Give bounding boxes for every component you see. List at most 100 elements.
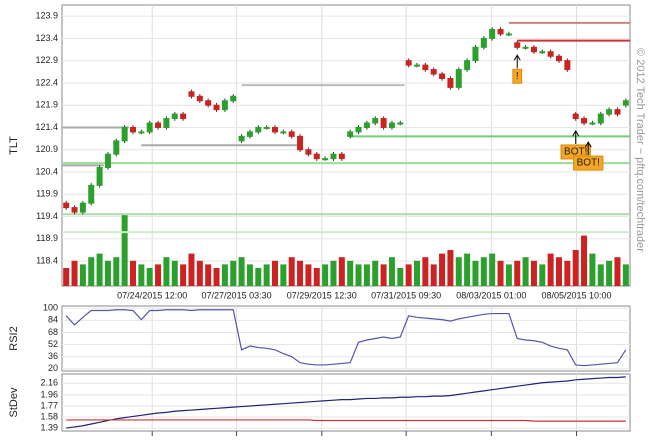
candle-body bbox=[230, 95, 237, 102]
x-tick-label: 07/29/2015 12:30 bbox=[287, 290, 357, 300]
candle-body bbox=[288, 131, 295, 137]
annotation-label: BOT! bbox=[564, 147, 587, 158]
candle-body bbox=[472, 46, 479, 62]
candle-body bbox=[71, 207, 78, 213]
candle-body bbox=[322, 158, 329, 161]
y-tick-label: 2.16 bbox=[40, 378, 58, 388]
candle-body bbox=[489, 28, 496, 39]
candle-body bbox=[221, 100, 228, 111]
volume-bar bbox=[96, 253, 103, 286]
candle-body bbox=[622, 100, 629, 106]
volume-bar bbox=[330, 260, 337, 286]
candle-body bbox=[556, 55, 562, 62]
candle-body bbox=[188, 91, 195, 97]
y-tick-label: 84 bbox=[48, 315, 58, 325]
volume-bar bbox=[372, 260, 379, 286]
volume-bar bbox=[213, 268, 220, 286]
y-tick-label: 123.4 bbox=[35, 33, 58, 43]
annotation-box bbox=[573, 155, 604, 171]
volume-bar bbox=[497, 260, 504, 286]
series-line bbox=[65, 309, 627, 367]
volume-bar bbox=[238, 257, 245, 286]
x-tick-label: 07/24/2015 12:00 bbox=[117, 290, 187, 300]
volume-bar bbox=[355, 264, 362, 286]
volume-bar bbox=[606, 260, 613, 286]
volume-bar bbox=[188, 253, 195, 286]
candle-body bbox=[397, 122, 404, 125]
y-tick-label: 68 bbox=[48, 327, 58, 337]
candle-body bbox=[514, 42, 521, 48]
volume-bar bbox=[556, 257, 562, 286]
candle-body bbox=[255, 126, 262, 133]
candle-body bbox=[422, 64, 429, 71]
volume-bar bbox=[221, 264, 228, 286]
candle-body bbox=[372, 118, 379, 124]
candle-body bbox=[589, 122, 596, 125]
candle-body bbox=[564, 60, 571, 71]
x-tick-label: 08/05/2015 10:00 bbox=[542, 290, 612, 300]
volume-bar bbox=[581, 235, 588, 286]
candle-body bbox=[88, 184, 95, 204]
candle-body bbox=[155, 122, 162, 128]
volume-bar bbox=[155, 264, 162, 286]
volume-bar bbox=[480, 257, 487, 286]
volume-bar bbox=[338, 257, 345, 286]
candle-body bbox=[380, 118, 387, 128]
volume-bar bbox=[146, 268, 153, 286]
volume-bar bbox=[121, 214, 128, 286]
panel-frame bbox=[61, 305, 631, 372]
volume-bar bbox=[405, 264, 412, 286]
volume-bar bbox=[363, 264, 370, 286]
series-line bbox=[66, 376, 626, 429]
volume-bar bbox=[539, 264, 546, 286]
volume-bar bbox=[71, 260, 78, 286]
y-tick-label: 123.9 bbox=[35, 11, 58, 21]
volume-bar bbox=[313, 268, 320, 286]
candle-body bbox=[439, 73, 446, 79]
candle-body bbox=[130, 126, 136, 133]
volume-bar bbox=[205, 264, 212, 286]
volume-bar bbox=[230, 260, 237, 286]
volume-bar bbox=[414, 260, 420, 286]
volume-bar bbox=[138, 264, 145, 286]
volume-bar bbox=[171, 260, 178, 286]
candle-body bbox=[113, 140, 120, 155]
volume-bar bbox=[163, 257, 170, 286]
candle-body bbox=[363, 122, 370, 128]
annotation-box bbox=[512, 68, 523, 84]
candle-body bbox=[180, 113, 187, 120]
y-axis-label: StDev bbox=[8, 387, 20, 417]
candle-body bbox=[388, 122, 395, 128]
volume-bar bbox=[104, 260, 111, 286]
candle-body bbox=[614, 109, 621, 115]
candle-body bbox=[547, 51, 554, 57]
x-tick-label: 07/27/2015 03:30 bbox=[202, 290, 272, 300]
candle-body bbox=[280, 131, 287, 134]
y-tick-label: 1.58 bbox=[40, 411, 58, 421]
candle-body bbox=[313, 153, 320, 160]
volume-bar bbox=[439, 253, 446, 286]
candle-body bbox=[338, 153, 345, 160]
candle-body bbox=[355, 126, 362, 133]
annotation-arrowhead bbox=[572, 129, 580, 137]
volume-bar bbox=[622, 264, 629, 286]
y-axis-label: RSI2 bbox=[8, 326, 20, 350]
candle-body bbox=[497, 28, 504, 35]
volume-bar bbox=[530, 260, 537, 286]
y-tick-label: 118.9 bbox=[36, 233, 58, 243]
candle-body bbox=[330, 153, 337, 160]
candle-body bbox=[530, 46, 537, 53]
volume-bar bbox=[522, 257, 529, 286]
candle-body bbox=[171, 113, 178, 120]
y-tick-label: 36 bbox=[48, 351, 58, 361]
candle-body bbox=[205, 100, 212, 106]
annotation-arrowhead bbox=[584, 141, 592, 148]
volume-bar bbox=[572, 250, 579, 286]
annotation-label: ! bbox=[516, 71, 519, 82]
candle-body bbox=[455, 69, 462, 88]
volume-bar bbox=[472, 260, 479, 286]
volume-bar bbox=[272, 260, 278, 286]
candle-body bbox=[297, 135, 304, 151]
candle-body bbox=[539, 51, 546, 54]
candle-body bbox=[405, 60, 412, 66]
